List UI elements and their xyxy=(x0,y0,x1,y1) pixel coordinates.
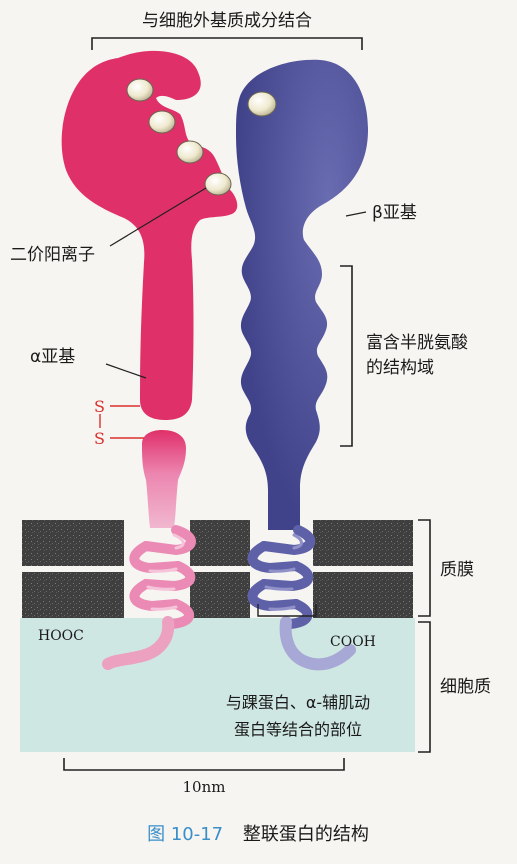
membrane-label: 质膜 xyxy=(440,560,474,580)
scale-bar xyxy=(63,758,345,771)
ss-bottom-label: S xyxy=(94,429,105,448)
divalent-cations xyxy=(126,78,232,196)
cooh-label: COOH xyxy=(330,634,376,650)
cation-4 xyxy=(204,172,232,196)
cysteine-rich-label-line1: 富含半胱氨酸 xyxy=(366,333,468,353)
cation-leader-line xyxy=(109,187,207,247)
plasma-membrane xyxy=(22,520,413,618)
beta-subunit-shape xyxy=(236,59,368,671)
cation-1 xyxy=(126,78,154,102)
beta-leader-line xyxy=(345,211,367,217)
figure-caption: 图 10-17 整联蛋白的结构 xyxy=(147,824,369,845)
beta-subunit-label: β亚基 xyxy=(372,203,417,223)
divalent-cation-label: 二价阳离子 xyxy=(10,245,95,265)
cysteine-rich-label-line2: 的结构域 xyxy=(366,358,434,378)
figure-number: 图 10-17 xyxy=(147,824,223,845)
cyto-binding-label-line1: 与踝蛋白、α-辅肌动 xyxy=(226,693,370,712)
alpha-leader-line xyxy=(105,363,147,379)
binding-site-bracket xyxy=(257,604,317,617)
alpha-subunit-label: α亚基 xyxy=(30,347,75,367)
figure-title: 整联蛋白的结构 xyxy=(243,824,369,845)
cytoplasm-bracket xyxy=(418,621,431,753)
cyto-binding-label-line2: 蛋白等结合的部位 xyxy=(234,720,362,739)
top-bracket xyxy=(91,37,363,50)
cytoplasm-region xyxy=(20,618,415,752)
cytoplasm-label: 细胞质 xyxy=(440,677,491,697)
scale-label: 10nm xyxy=(183,778,226,796)
membrane-bracket xyxy=(418,519,431,617)
hooc-label: HOOC xyxy=(38,628,84,644)
beta-cation xyxy=(247,91,277,117)
cation-2 xyxy=(148,110,176,134)
ecm-binding-label: 与细胞外基质成分结合 xyxy=(142,11,312,31)
ss-top-label: S xyxy=(94,397,105,416)
cation-3 xyxy=(176,140,204,164)
alpha-subunit-shape xyxy=(61,50,238,670)
cysteine-rich-bracket xyxy=(340,265,353,447)
